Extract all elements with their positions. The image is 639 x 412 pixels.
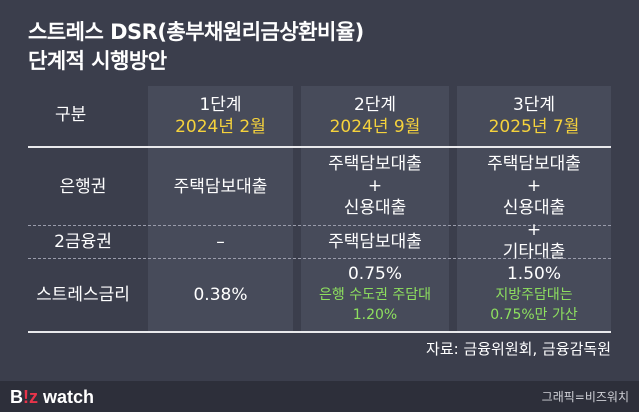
stage2-rate-cell: 0.75% 은행 수도권 주담대 1.20% [301,263,449,325]
stage2-bank-cell: 주택담보대출 + 신용대출 [301,153,449,219]
header-divider [28,146,611,148]
bizwatch-logo: B!z watch [10,386,94,408]
logo-watch: watch [38,387,95,407]
graphic-credit: 그래픽=비즈워치 [541,390,629,404]
logo-z: !z [23,387,38,407]
stage2-rate-note-line-1: 은행 수도권 주담대 [319,287,431,303]
stage3-rate-note-line-1: 지방주담대는 [495,287,573,303]
stage3-loan-line-3: 기타대출 [502,242,566,262]
footer-bar: B!z watch 그래픽=비즈워치 [0,381,639,412]
stage2-bank-line-2: 신용대출 [343,198,407,218]
stage3-loan-line-1: 주택담보대출 [487,154,581,174]
stage3-loan-line-2: 신용대출 [502,198,566,218]
stage2-header: 2단계 2024년 9월 [301,94,449,138]
stage2-bank-line-1: 주택담보대출 [328,154,422,174]
stage2-column-bg [301,86,449,331]
stage1-secondary-cell: – [216,232,225,252]
stage3-rate-note-line-2: 0.75%만 가산 [490,307,578,323]
stage1-bank-cell: 주택담보대출 [173,177,268,197]
stage3-date: 2025년 7월 [488,117,580,137]
stage3-loan-cell: 주택담보대출 + 신용대출 + 기타대출 [457,153,611,263]
stage1-column-bg [148,86,293,331]
title-line-2: 단계적 시행방안 [28,49,167,73]
stage3-loan-plus-2: + [526,220,542,240]
stage3-column-bg [457,86,611,331]
table-bottom-rule [28,331,611,333]
row-label-stress-rate: 스트레스금리 [36,285,130,305]
row-label-secondary: 2금융권 [54,232,112,252]
stage2-bank-plus: + [367,176,383,196]
logo-b: B [10,387,23,407]
title-line-1: 스트레스 DSR(총부채원리금상환비율) [28,20,364,44]
row-label-bank: 은행권 [59,177,107,197]
stage1-name: 1단계 [199,95,242,115]
source-note: 자료: 금융위원회, 금융감독원 [426,340,611,358]
stage1-header: 1단계 2024년 2월 [148,94,293,138]
stage2-rate-note-line-2: 1.20% [352,307,398,323]
stage2-name: 2단계 [353,95,397,115]
stage2-secondary-cell: 주택담보대출 [328,232,422,252]
header-label: 구분 [55,105,87,125]
row-divider-1 [28,225,611,226]
stage3-rate-value: 1.50% [506,264,561,284]
stage3-rate-cell: 1.50% 지방주담대는 0.75%만 가산 [457,263,611,325]
stage3-header: 3단계 2025년 7월 [457,94,611,138]
stage2-date: 2024년 9월 [329,117,421,137]
stage3-name: 3단계 [512,95,556,115]
stage1-date: 2024년 2월 [175,117,266,137]
stage2-rate-value: 0.75% [347,264,402,284]
stage3-loan-plus-1: + [526,176,542,196]
title: 스트레스 DSR(총부채원리금상환비율) 단계적 시행방안 [28,18,364,76]
row-divider-2 [28,258,611,259]
stage1-rate-cell: 0.38% [193,285,248,305]
